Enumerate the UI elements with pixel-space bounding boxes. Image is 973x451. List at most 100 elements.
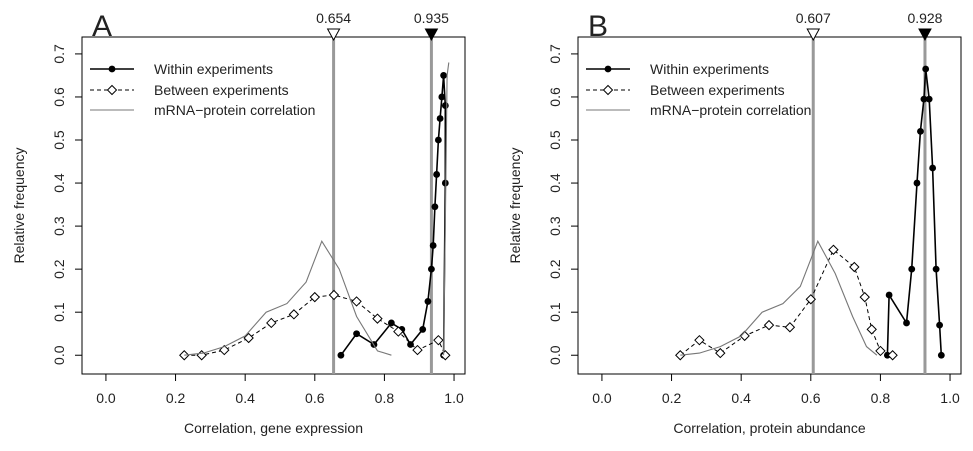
point-within — [440, 72, 447, 79]
point-within — [428, 265, 435, 273]
series-line-mrna-protein — [680, 239, 878, 356]
point-between — [875, 345, 886, 357]
x-tick-label: 0.8 — [375, 390, 395, 406]
point-within — [917, 127, 924, 135]
series-line-between — [184, 294, 446, 356]
y-tick-label: 0.4 — [547, 173, 563, 193]
plot-frame — [577, 36, 962, 375]
series-line-within — [886, 68, 943, 356]
point-within — [920, 95, 928, 103]
point-between — [784, 322, 796, 333]
series-line-between — [679, 249, 893, 356]
point-between — [309, 291, 320, 303]
reference-label: 0.607 — [796, 10, 831, 26]
reference-label: 0.928 — [907, 10, 942, 26]
point-between — [243, 332, 254, 344]
reference-triangle — [806, 28, 821, 42]
legend-label-between: Between experiments — [154, 82, 289, 98]
point-within — [419, 326, 427, 333]
x-tick-label: 1.0 — [444, 390, 464, 406]
series-line-within — [340, 75, 447, 356]
point-between — [694, 334, 705, 346]
point-between — [372, 313, 383, 324]
y-tick-label: 0.3 — [547, 216, 563, 236]
point-within — [429, 242, 437, 249]
point-within — [353, 330, 360, 338]
point-between — [179, 350, 190, 361]
x-tick-label: 0.6 — [305, 390, 325, 406]
y-tick-label: 0.5 — [547, 130, 563, 150]
point-within — [436, 115, 444, 122]
point-within — [908, 265, 916, 273]
y-tick-label: 0.6 — [547, 87, 563, 107]
reference-triangle — [326, 28, 341, 42]
reference-triangle — [424, 28, 439, 42]
y-tick-label: 0.1 — [547, 302, 563, 322]
point-between — [288, 309, 300, 320]
legend-symbol-within — [604, 65, 612, 73]
y-tick-label: 0.1 — [51, 302, 67, 322]
legend-label-between: Between experiments — [650, 82, 785, 98]
point-within — [424, 298, 432, 305]
legend-label-mrna-protein: mRNA−protein correlation — [650, 102, 811, 118]
y-tick-label: 0.2 — [51, 259, 67, 279]
legend-label-within: Within experiments — [650, 61, 769, 77]
point-between — [866, 324, 877, 335]
y-tick-label: 0.0 — [547, 345, 563, 365]
point-within — [441, 102, 449, 109]
point-within — [932, 265, 940, 273]
point-within — [438, 93, 446, 101]
point-between — [828, 244, 839, 255]
y-tick-label: 0.3 — [51, 216, 67, 236]
x-tick-label: 0.8 — [871, 390, 891, 406]
point-within — [434, 136, 442, 144]
point-between — [805, 294, 816, 305]
panel-b: B 0.0 0.2 0.4 0.6 0.8 1.0 0.0 0.1 0.2 0.3 0.4 0.5 0.6… — [507, 10, 962, 436]
y-tick-label: 0.7 — [547, 44, 563, 64]
point-within — [925, 95, 933, 103]
point-within — [431, 203, 439, 211]
point-between — [412, 344, 423, 356]
point-between — [433, 334, 444, 346]
y-tick-label: 0.6 — [51, 87, 67, 107]
point-within — [885, 291, 893, 299]
panel-letter: A — [92, 10, 112, 43]
legend-symbol-between — [106, 84, 118, 96]
point-between — [266, 317, 277, 329]
y-axis-title: Relative frequency — [11, 148, 27, 264]
reference-triangle — [918, 28, 932, 42]
legend-label-mrna-protein: mRNA−protein correlation — [154, 102, 315, 118]
point-within — [903, 319, 910, 327]
point-between — [328, 289, 340, 301]
x-tick-label: 0.0 — [592, 390, 612, 406]
point-within — [433, 171, 441, 178]
x-tick-label: 0.2 — [662, 390, 682, 406]
point-between — [739, 330, 750, 342]
point-between — [859, 291, 870, 303]
point-between — [393, 326, 404, 337]
point-within — [387, 319, 395, 327]
point-between — [675, 350, 686, 361]
panel-a: A 0.0 0.2 0.4 0.6 0.8 1.0 0.0 0.1 0.2 0.3 0.4 0.5 0.6… — [11, 10, 466, 436]
x-tick-label: 1.0 — [940, 390, 960, 406]
panel-letter: B — [588, 10, 608, 43]
point-between — [887, 350, 898, 361]
point-within — [936, 321, 943, 329]
point-within — [913, 179, 921, 187]
x-tick-label: 0.4 — [731, 390, 751, 406]
y-tick-label: 0.7 — [51, 44, 67, 64]
x-axis-title: Correlation, gene expression — [184, 420, 363, 436]
legend-symbol-within — [108, 65, 116, 73]
legend-symbol-between — [602, 84, 614, 96]
x-axis-title: Correlation, protein abundance — [673, 420, 865, 436]
point-within — [337, 351, 345, 359]
plot-frame — [81, 36, 466, 375]
series-line-mrna-protein — [443, 62, 450, 356]
point-between — [849, 261, 860, 273]
x-tick-label: 0.0 — [96, 390, 116, 406]
point-between — [351, 296, 362, 307]
reference-label: 0.654 — [316, 10, 351, 26]
x-tick-label: 0.2 — [166, 390, 186, 406]
x-tick-label: 0.6 — [801, 390, 821, 406]
